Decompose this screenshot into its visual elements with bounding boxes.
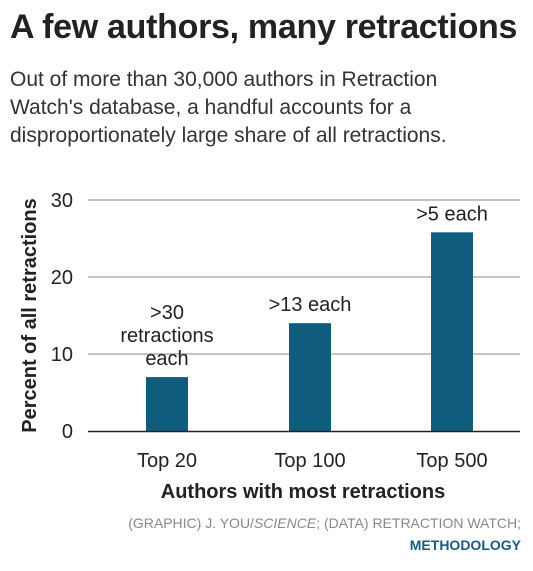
chart-title: A few authors, many retractions: [10, 8, 518, 46]
x-category-labels: Top 20 Top 100 Top 500: [137, 450, 488, 472]
bar: [146, 377, 188, 431]
bar-annotations: >30 retractions each >13 each >5 each: [120, 203, 488, 370]
x-category-label: Top 500: [416, 450, 487, 472]
y-tick-label: 10: [51, 344, 73, 366]
y-axis-title: Percent of all retractions: [19, 198, 41, 433]
bars: [146, 232, 473, 431]
bar-annotation: >5 each: [416, 203, 488, 225]
credit-graphic: (GRAPHIC) J. YOU/: [128, 515, 254, 531]
x-axis-title: Authors with most retractions: [161, 481, 445, 503]
bar-chart: 0 10 20 30 >30 retractions each >13 each >5 eac…: [19, 190, 520, 503]
x-category-label: Top 20: [137, 450, 197, 472]
y-tick-label: 0: [62, 421, 73, 443]
bar: [431, 232, 473, 431]
methodology-link[interactable]: METHODOLOGY: [409, 537, 521, 553]
credit-publication: SCIENCE: [253, 515, 317, 531]
bar: [289, 323, 331, 431]
y-tick-label: 20: [51, 267, 73, 289]
source-credit: (GRAPHIC) J. YOU/SCIENCE; (DATA) RETRACT…: [128, 515, 521, 531]
bar-annotation: >30 retractions each: [120, 302, 213, 370]
x-category-label: Top 100: [274, 450, 345, 472]
y-tick-label: 30: [51, 190, 73, 212]
credit-data: ; (DATA) RETRACTION WATCH;: [316, 515, 521, 531]
y-tick-labels: 0 10 20 30: [51, 190, 73, 443]
bar-annotation: >13 each: [269, 294, 352, 316]
chart-subtitle: Out of more than 30,000 authors in Retra…: [10, 68, 447, 147]
